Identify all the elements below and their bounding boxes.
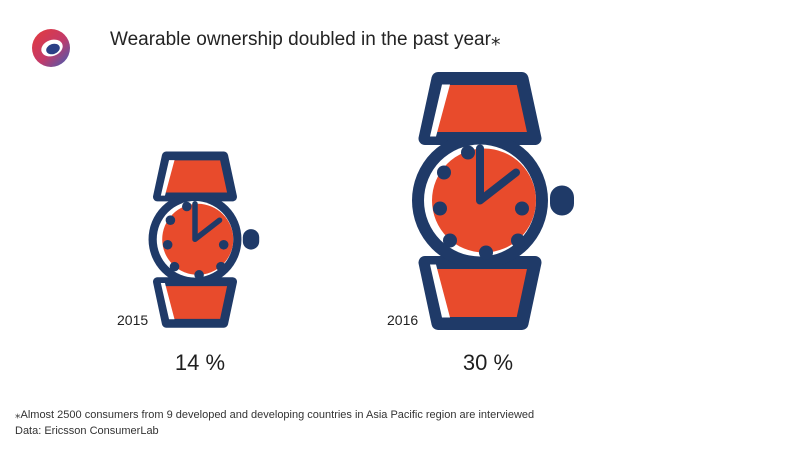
category-label-2015: 2015 (117, 312, 148, 328)
category-label-2016: 2016 (387, 312, 418, 328)
value-label-2015: 14 % (175, 350, 225, 375)
watch-mark-2016 (412, 72, 574, 330)
ring-logo-icon (32, 29, 70, 67)
watch-mark-2015 (148, 151, 260, 328)
value-label-2016: 30 % (463, 350, 513, 375)
chart-title: Wearable ownership doubled in the past y… (110, 29, 501, 50)
footnote: ⁎Almost 2500 consumers from 9 developed … (15, 409, 535, 421)
data-source: Data: Ericsson ConsumerLab (15, 425, 159, 437)
